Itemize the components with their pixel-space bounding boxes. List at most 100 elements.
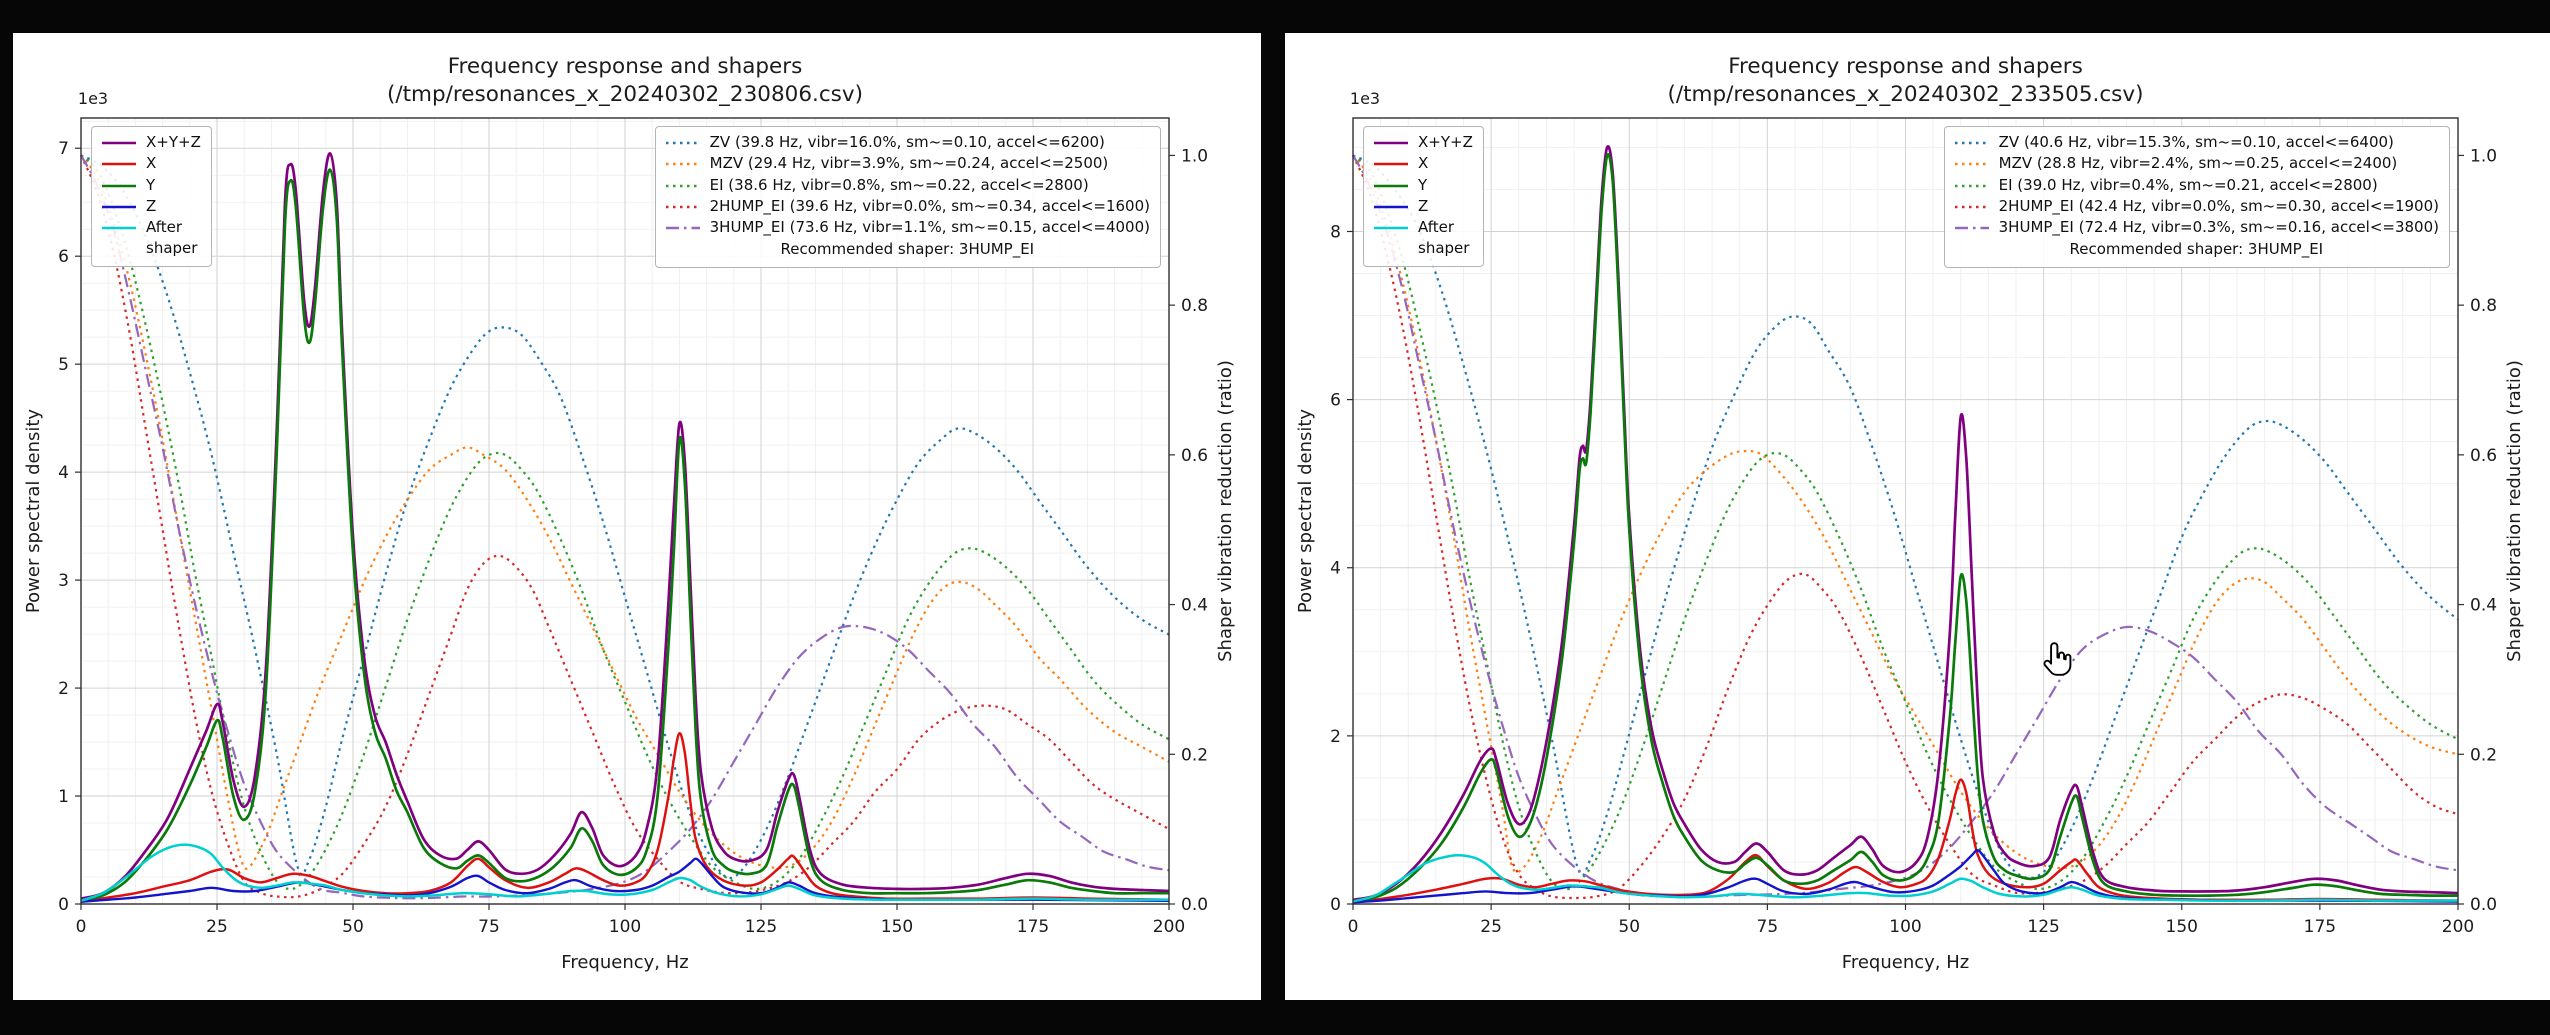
y-tick-label: 3 [58,571,69,591]
y-tick-label: 7 [58,139,69,159]
legend-item-x-y-z: X+Y+Z [101,132,201,153]
legend-line-sample [1374,141,1408,145]
x-tick-label: 25 [206,917,228,937]
series-ei-line [80,154,1170,891]
recommended-shaper-label: Recommended shaper: 3HUMP_EI [780,240,1035,259]
legend-item-x: X [101,153,201,174]
legend-line-sample [102,141,136,145]
legend-item-zv: ZV (40.6 Hz, vibr=15.3%, sm~=0.10, accel… [1954,132,2439,153]
legend-line-sample [665,205,700,209]
y-axis-label: Power spectral density [1295,409,1316,613]
y2-tick-label: 0.4 [1181,596,1208,616]
legend-label: X [146,154,157,173]
legend-label: X [1418,154,1429,173]
y-tick-label: 8 [1330,222,1341,242]
y-tick-label: 2 [58,679,69,699]
chart-title: Frequency response and shapers [1728,54,2083,79]
series-x-y-z-line [1352,145,2459,902]
legend-line-sample [1954,141,1989,145]
x-tick-label: 150 [881,917,913,937]
axis-offset-label: 1e3 [1350,89,1380,108]
legend-line-sample [102,226,136,230]
legend-label: ZV (39.8 Hz, vibr=16.0%, sm~=0.10, accel… [709,133,1105,151]
psd-series-legend: X+Y+Z X Y Z After shaper [91,126,212,267]
series-zv-line [80,154,1170,880]
legend-item-y: Y [1373,175,1473,196]
y-tick-label: 1 [58,787,69,807]
y2-axis-label: Shaper vibration reduction (ratio) [2504,360,2525,662]
legend-line-sample [1954,205,1989,209]
y2-tick-label: 1.0 [1181,146,1208,166]
legend-line-sample [665,162,700,166]
series-after-shaper-line [1352,853,2459,903]
legend-label: EI (39.0 Hz, vibr=0.4%, sm~=0.21, accel<… [1998,175,2378,194]
legend-line-sample [1954,226,1989,230]
legend-item-zv: ZV (39.8 Hz, vibr=16.0%, sm~=0.10, accel… [665,132,1150,153]
legend-line-sample [1374,184,1408,187]
legend-line-sample [102,184,136,187]
x-tick-label: 100 [609,917,641,937]
legend-label: Z [146,196,157,215]
chart-title: Frequency response and shapers [448,54,803,79]
y-tick-label: 0 [58,895,69,915]
y2-tick-label: 0.8 [1181,296,1208,316]
legend-item-mzv: MZV (29.4 Hz, vibr=3.9%, sm~=0.24, accel… [665,153,1150,174]
x-tick-label: 175 [1017,917,1049,937]
axis-offset-label: 1e3 [78,89,108,108]
legend-label: 2HUMP_EI (39.6 Hz, vibr=0.0%, sm~=0.34, … [709,196,1150,215]
series-3hump-ei-line [1352,154,2459,898]
y-tick-label: 6 [58,247,69,267]
x-tick-label: 125 [2027,917,2059,937]
legend-item-z: Z [101,196,201,217]
y-tick-label: 5 [58,355,69,375]
legend-line-sample [665,226,700,230]
legend-item-ei: EI (39.0 Hz, vibr=0.4%, sm~=0.21, accel<… [1954,175,2439,196]
x-tick-label: 75 [1757,917,1779,937]
legend-label: 3HUMP_EI (73.6 Hz, vibr=1.1%, sm~=0.15, … [709,218,1150,237]
legend-line-sample [1374,162,1408,166]
y2-tick-label: 0.6 [2470,446,2497,466]
legend-line-sample [102,205,136,209]
series-x-line [80,732,1170,904]
series-ei-line [1352,154,2459,891]
legend-item-mzv: MZV (28.8 Hz, vibr=2.4%, sm~=0.25, accel… [1954,153,2439,174]
chart-canvas: 0 25 50 75 100 125 150 175 200 0 2 4 6 8 0.0 0.2 0.4 0.6 0… [1295,54,2525,973]
y-tick-label: 4 [58,463,69,483]
legend-item-y: Y [101,175,201,196]
series-y-line [80,168,1169,903]
y2-tick-label: 1.0 [2470,146,2497,166]
y2-tick-label: 0.4 [2470,596,2497,616]
legend-label: X+Y+Z [146,133,201,151]
x-tick-label: 125 [745,917,777,937]
y2-axis-label: Shaper vibration reduction (ratio) [1215,360,1236,662]
x-tick-label: 175 [2304,917,2336,937]
shaper-legend: ZV (39.8 Hz, vibr=16.0%, sm~=0.10, accel… [654,126,1161,268]
y-tick-label: 2 [1330,727,1341,747]
x-tick-label: 50 [342,917,364,937]
x-tick-label: 150 [2166,917,2198,937]
x-tick-label: 75 [478,917,500,937]
x-axis-label: Frequency, Hz [561,952,688,973]
frequency-response-chart-left[interactable]: 0 25 50 75 100 125 150 175 200 0 1 2 3 4 5 6 7 0.0 0.2 0.4 0… [13,33,1261,1000]
x-tick-label: 200 [1153,917,1185,937]
legend-item-z: Z [1373,196,1473,217]
series-after-shaper-line [80,843,1170,902]
legend-label: 2HUMP_EI (42.4 Hz, vibr=0.0%, sm~=0.30, … [1998,196,2439,215]
frequency-response-chart-right[interactable]: 0 25 50 75 100 125 150 175 200 0 2 4 6 8 0.0 0.2 0.4 0.6 0… [1285,33,2550,1000]
y2-tick-label: 0.6 [1181,446,1208,466]
legend-item-3hump-ei: 3HUMP_EI (72.4 Hz, vibr=0.3%, sm~=0.16, … [1954,217,2439,238]
series-zv-line [1352,154,2459,880]
series-3hump-ei-line [80,154,1170,900]
legend-item-2hump-ei: 2HUMP_EI (42.4 Hz, vibr=0.0%, sm~=0.30, … [1954,196,2439,217]
legend-label: MZV (28.8 Hz, vibr=2.4%, sm~=0.25, accel… [1998,154,2398,173]
y2-tick-label: 0.0 [1181,895,1208,915]
x-tick-label: 0 [1348,917,1359,937]
y2-tick-label: 0.2 [1181,745,1208,765]
y2-tick-label: 0.8 [2470,296,2497,316]
legend-label: After shaper [1418,218,1470,258]
legend-label: 3HUMP_EI (72.4 Hz, vibr=0.3%, sm~=0.16, … [1998,218,2439,237]
legend-label: Z [1418,196,1429,215]
legend-item-x: X [1373,153,1473,174]
shaper-legend: ZV (40.6 Hz, vibr=15.3%, sm~=0.10, accel… [1943,126,2450,268]
